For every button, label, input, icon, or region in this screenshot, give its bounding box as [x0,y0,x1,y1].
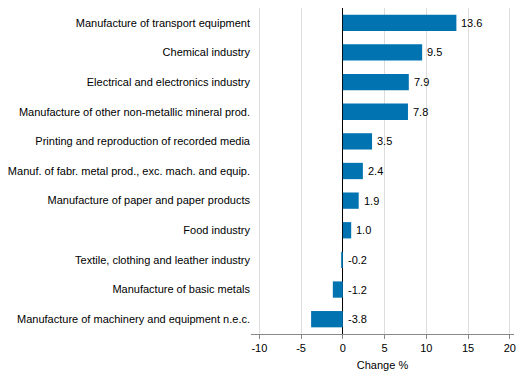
svg-text:-10: -10 [251,342,267,354]
svg-text:10: 10 [420,342,432,354]
svg-text:1.0: 1.0 [356,224,371,236]
svg-text:Manufacture of transport equip: Manufacture of transport equipment [76,17,250,29]
svg-text:5: 5 [382,342,388,354]
svg-text:15: 15 [462,342,474,354]
svg-text:-3.8: -3.8 [348,313,367,325]
svg-text:9.5: 9.5 [427,46,442,58]
svg-text:Printing and reproduction of r: Printing and reproduction of recorded me… [35,135,251,147]
svg-text:Manufacture of paper and paper: Manufacture of paper and paper products [48,194,251,206]
svg-text:Manufacture of machinery and e: Manufacture of machinery and equipment n… [17,313,250,325]
svg-text:13.6: 13.6 [461,17,482,29]
svg-text:Change %: Change % [357,359,409,371]
svg-text:1.9: 1.9 [364,195,379,207]
svg-text:Manuf. of fabr. metal prod., e: Manuf. of fabr. metal prod., exc. mach. … [8,165,250,177]
svg-text:20: 20 [504,342,516,354]
svg-text:Electrical and electronics ind: Electrical and electronics industry [87,76,251,88]
svg-text:-1.2: -1.2 [348,284,367,296]
svg-text:Food industry: Food industry [183,224,250,236]
svg-text:Textile, clothing and leather: Textile, clothing and leather industry [75,254,250,266]
svg-text:7.8: 7.8 [413,106,428,118]
svg-text:7.9: 7.9 [414,76,429,88]
svg-text:-5: -5 [296,342,306,354]
svg-text:-0.2: -0.2 [348,254,367,266]
svg-text:Chemical industry: Chemical industry [163,46,251,58]
svg-text:3.5: 3.5 [377,135,392,147]
svg-text:2.4: 2.4 [368,165,383,177]
svg-text:Manufacture of other non-metal: Manufacture of other non-metallic minera… [19,106,250,118]
svg-text:Manufacture of basic metals: Manufacture of basic metals [112,283,250,295]
svg-text:0: 0 [340,342,346,354]
